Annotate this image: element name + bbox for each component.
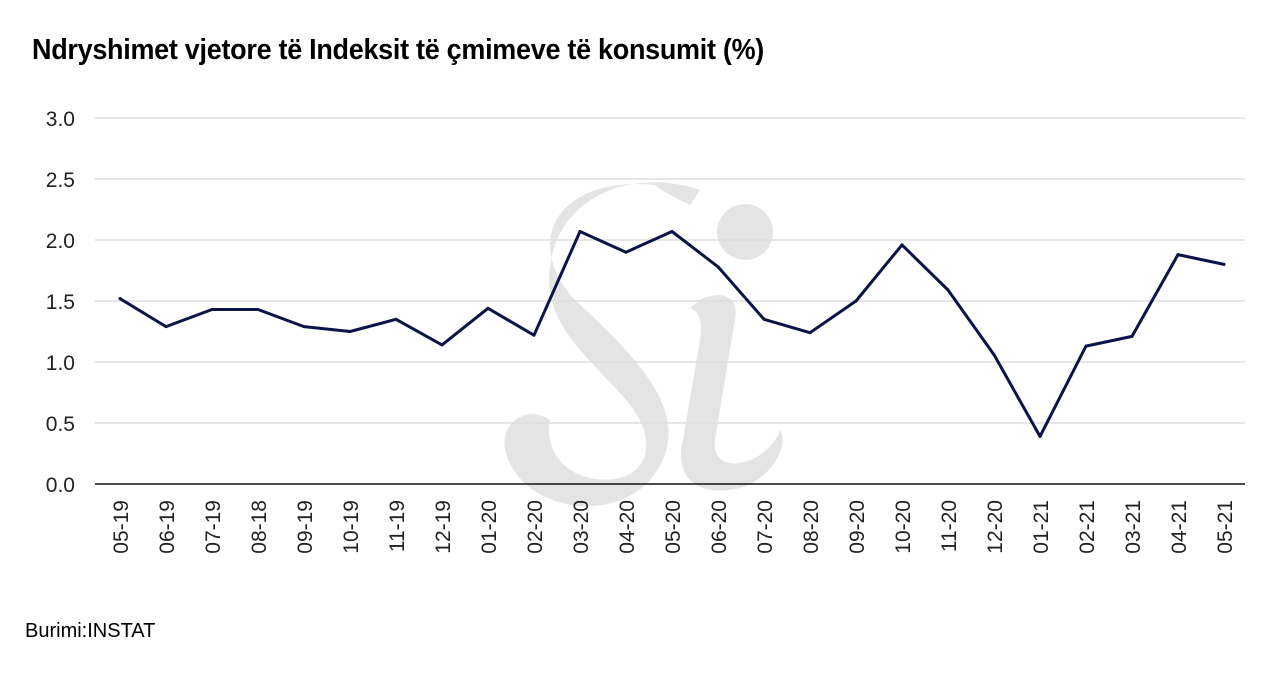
data-point xyxy=(1084,344,1088,348)
x-tick-label: 11-20 xyxy=(938,500,961,552)
data-point xyxy=(210,308,214,312)
x-tick-label: 01-21 xyxy=(1030,500,1053,554)
x-tick-label: 12-20 xyxy=(984,500,1007,554)
data-point xyxy=(578,229,582,233)
y-tick-label: 2.0 xyxy=(46,230,75,253)
data-point xyxy=(1176,253,1180,257)
x-tick-label: 02-20 xyxy=(524,500,547,554)
x-tick-label: 04-21 xyxy=(1168,500,1191,554)
data-point xyxy=(302,325,306,329)
chart-title: Ndryshimet vjetore të Indeksit të çmimev… xyxy=(32,34,764,66)
data-point xyxy=(716,265,720,269)
series-line xyxy=(118,230,1226,438)
y-tick-label: 3.0 xyxy=(46,108,75,131)
data-point xyxy=(1130,334,1134,338)
x-tick-label: 07-20 xyxy=(754,500,777,554)
x-tick-label: 07-19 xyxy=(202,500,225,554)
source-note: Burimi:INSTAT xyxy=(25,620,156,642)
x-tick-label: 10-20 xyxy=(892,500,915,554)
x-tick-label: 01-20 xyxy=(478,500,501,554)
data-point xyxy=(670,229,674,233)
x-tick-label: 10-19 xyxy=(340,500,363,554)
x-tick-label: 06-20 xyxy=(708,500,731,554)
x-tick-label: 02-21 xyxy=(1076,500,1099,554)
si-watermark-logo xyxy=(504,182,783,507)
data-point xyxy=(486,306,490,310)
y-tick-label: 0.5 xyxy=(46,413,75,436)
x-tick-label: 11-19 xyxy=(386,500,409,552)
x-tick-label: 08-20 xyxy=(800,500,823,554)
data-point xyxy=(394,317,398,321)
x-tick-label: 05-21 xyxy=(1214,500,1237,554)
data-point xyxy=(256,308,260,312)
data-point xyxy=(532,333,536,337)
y-tick-label: 2.5 xyxy=(46,169,75,192)
data-point xyxy=(348,330,352,333)
y-tick-label: 0.0 xyxy=(46,474,75,497)
x-tick-label: 06-19 xyxy=(156,500,179,554)
data-point xyxy=(808,331,812,335)
x-tick-label: 08-18 xyxy=(248,500,271,554)
data-point xyxy=(854,299,858,303)
data-point xyxy=(900,243,904,247)
x-tick-label: 09-20 xyxy=(846,500,869,554)
x-tick-label: 03-21 xyxy=(1122,500,1145,554)
x-tick-label: 09-19 xyxy=(294,500,317,554)
y-tick-label: 1.5 xyxy=(46,291,75,314)
x-tick-label: 03-20 xyxy=(570,500,593,554)
data-point xyxy=(118,297,122,301)
x-tick-label: 04-20 xyxy=(616,500,639,554)
data-point xyxy=(1038,434,1042,438)
data-point xyxy=(164,325,168,329)
data-point xyxy=(1222,262,1226,266)
data-point xyxy=(946,288,950,292)
data-point xyxy=(762,317,766,321)
x-tick-label: 05-20 xyxy=(662,500,685,554)
x-tick-label: 12-19 xyxy=(432,500,455,554)
x-tick-label: 05-19 xyxy=(110,500,133,554)
data-point xyxy=(992,353,996,357)
y-tick-label: 1.0 xyxy=(46,352,75,375)
data-point xyxy=(440,343,444,347)
data-point xyxy=(624,250,628,254)
